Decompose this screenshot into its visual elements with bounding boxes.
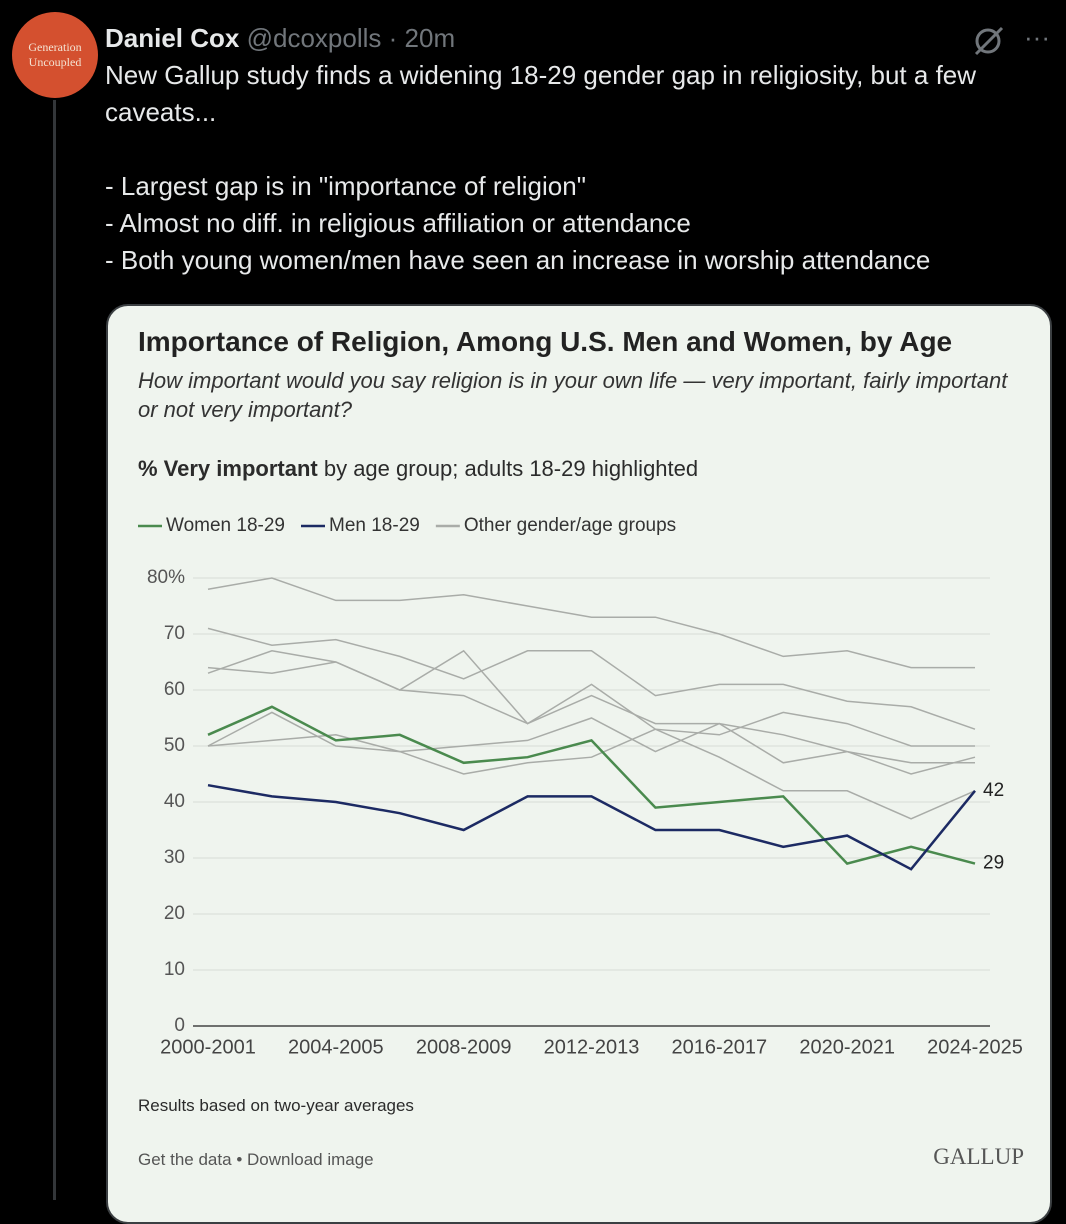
handle[interactable]: @dcoxpolls [246,23,382,53]
bullet: - Largest gap is in "importance of relig… [105,171,586,201]
legend-label: Men 18-29 [329,515,420,536]
other-line [207,649,975,747]
series-line [207,783,976,871]
x-tick-label: 2008-2009 [416,1036,512,1058]
x-tick-label: 2024-2025 [927,1036,1023,1058]
separator: • [236,1150,243,1169]
subhead-bold: % Very important [138,456,318,481]
y-tick-label: 20 [164,903,185,924]
author[interactable]: Daniel Cox [105,23,240,53]
legend-label: Women 18-29 [166,515,285,536]
legend-label: Other gender/age groups [464,515,676,536]
other-line [207,661,975,764]
end-label: 29 [983,853,1004,874]
y-tick-label: 0 [174,1015,185,1036]
more-button[interactable]: ··· [1024,22,1050,52]
x-tick-label: 2004-2005 [288,1036,384,1058]
avatar-text: Uncoupled [28,55,82,69]
avatar-text: Generation [28,40,82,54]
link[interactable]: Download image [247,1150,374,1169]
note: Results based on two-year averages [138,1096,414,1115]
end-label: 42 [983,780,1004,801]
brand: GALLUP [933,1144,1024,1169]
x-tick-label: 2020-2021 [799,1036,895,1058]
subhead: by age group; adults 18-29 highlighted [323,456,699,481]
series-line [207,705,976,865]
y-tick-label: 40 [164,791,185,812]
y-tick-label: 80% [147,567,185,588]
chart-subtitle: How important would you say religion is … [138,368,1008,422]
thread-line [53,100,56,1200]
tweet-text: New Gallup study finds a widening 18-29 … [105,60,977,127]
y-tick-label: 50 [164,735,185,756]
grok-icon[interactable] [970,24,1010,58]
y-tick-label: 30 [164,847,185,868]
bullet: - Both young women/men have seen an incr… [105,245,931,275]
x-tick-label: 2016-2017 [672,1036,768,1058]
bullet: - Almost no diff. in religious affiliati… [105,208,691,238]
other-line [207,711,976,775]
tweet: Daniel Cox @dcoxpolls · 20m New Gallup s… [105,20,1055,279]
separator: · [388,23,398,53]
y-tick-label: 70 [164,623,185,644]
chart-card: Importance of Religion, Among U.S. Men a… [106,304,1052,1224]
y-tick-label: 60 [164,679,185,700]
other-line [207,627,976,730]
chart-title: Importance of Religion, Among U.S. Men a… [138,326,953,357]
x-tick-label: 2000-2001 [160,1036,256,1058]
time[interactable]: 20m [404,23,456,53]
x-tick-label: 2012-2013 [544,1036,640,1058]
link[interactable]: Get the data [138,1150,232,1169]
avatar[interactable]: Generation Uncoupled [12,12,98,98]
other-line [207,577,975,669]
y-tick-label: 10 [164,959,185,980]
other-line [207,728,976,820]
